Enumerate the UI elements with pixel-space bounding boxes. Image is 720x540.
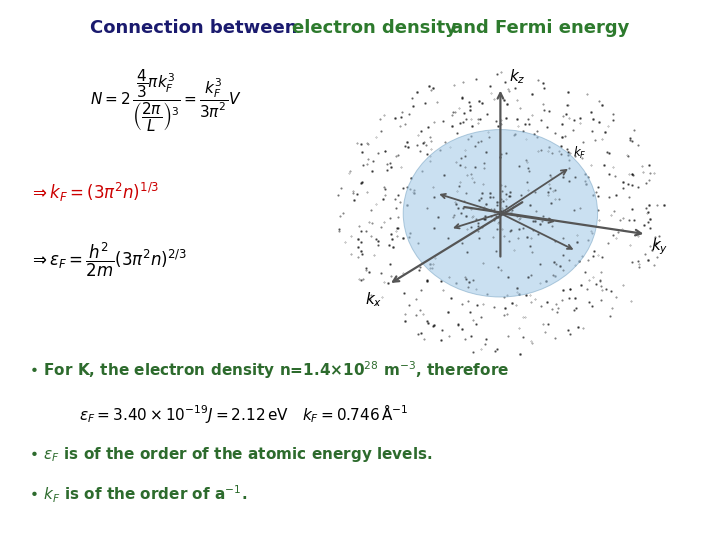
- Text: $\varepsilon_F = 3.40\times10^{-19}J = 2.12\,\mathrm{eV}$$\quad k_F = 0.746\,\ma: $\varepsilon_F = 3.40\times10^{-19}J = 2…: [79, 402, 409, 426]
- Text: $\Rightarrow k_F = \left(3\pi^2 n\right)^{1/3}$: $\Rightarrow k_F = \left(3\pi^2 n\right)…: [29, 181, 159, 204]
- Text: electron density: electron density: [292, 19, 456, 37]
- Text: $k_x$: $k_x$: [366, 291, 382, 309]
- Text: • $k_F$ is of the order of a$^{-1}$.: • $k_F$ is of the order of a$^{-1}$.: [29, 483, 247, 505]
- Text: and Fermi energy: and Fermi energy: [445, 19, 629, 37]
- Text: $k_F$: $k_F$: [573, 145, 587, 161]
- Ellipse shape: [403, 130, 598, 297]
- Text: Connection between: Connection between: [90, 19, 304, 37]
- Text: • For K, the electron density n=1.4×10$^{28}$ m$^{-3}$, therefore: • For K, the electron density n=1.4×10$^…: [29, 359, 509, 381]
- Text: $\Rightarrow \varepsilon_F = \dfrac{h^2}{2m}\left(3\pi^2 n\right)^{2/3}$: $\Rightarrow \varepsilon_F = \dfrac{h^2}…: [29, 240, 187, 279]
- Text: $k_z$: $k_z$: [509, 68, 526, 86]
- Text: $k_y$: $k_y$: [651, 237, 668, 258]
- Text: • $\varepsilon_F$ is of the order of the atomic energy levels.: • $\varepsilon_F$ is of the order of the…: [29, 446, 433, 464]
- Text: $N = 2\,\dfrac{\dfrac{4}{3}\pi k_F^3}{\left(\dfrac{2\pi}{L}\right)^3} = \dfrac{k: $N = 2\,\dfrac{\dfrac{4}{3}\pi k_F^3}{\l…: [90, 68, 241, 134]
